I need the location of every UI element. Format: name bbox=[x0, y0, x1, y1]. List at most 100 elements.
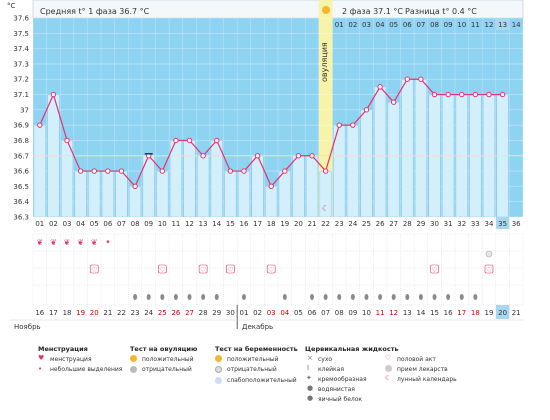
y-tick-label: 37.1 bbox=[13, 91, 29, 99]
temperature-point bbox=[459, 91, 465, 98]
intercourse-box bbox=[158, 264, 167, 274]
legend-ovulation-negative: отрицательный bbox=[142, 366, 192, 373]
cycle-day-label: 14 bbox=[212, 220, 221, 228]
date-label: 08 bbox=[335, 309, 344, 317]
intercourse-mark: ♡ bbox=[486, 266, 492, 274]
top-day-label: 07 bbox=[416, 21, 425, 29]
temperature-point bbox=[50, 91, 57, 98]
cycle-day-label: 16 bbox=[240, 220, 249, 228]
cervical-mark bbox=[432, 294, 437, 300]
ovulation-label: овуляция bbox=[320, 42, 329, 82]
temperature-point bbox=[322, 168, 329, 174]
temperature-point bbox=[445, 91, 451, 98]
cervical-mark bbox=[173, 294, 178, 300]
temperature-point bbox=[254, 153, 261, 159]
temperature-point bbox=[64, 137, 70, 144]
top-day-label: 13 bbox=[498, 21, 507, 29]
date-label: 20 bbox=[498, 309, 507, 317]
temperature-bar bbox=[197, 155, 210, 218]
date-label: 30 bbox=[226, 309, 235, 317]
cycle-day-label: 25 bbox=[362, 220, 371, 228]
legend-egg-white: яичный белок bbox=[318, 396, 363, 403]
temperature-bar bbox=[88, 170, 101, 218]
cervical-mark bbox=[337, 294, 342, 300]
pregnancy-positive-icon bbox=[215, 355, 222, 362]
cycle-day-label: 07 bbox=[117, 220, 126, 228]
date-label: 01 bbox=[240, 309, 249, 317]
temperature-bar bbox=[374, 86, 387, 218]
legend-ovulation-test-title: Тест на овуляцию bbox=[130, 345, 198, 353]
date-label: 25 bbox=[158, 309, 167, 317]
cycle-day-label: 23 bbox=[335, 220, 344, 228]
temperature-point bbox=[91, 168, 97, 174]
cervical-mark bbox=[214, 294, 219, 300]
cervical-mark bbox=[310, 294, 315, 300]
menstruation-mark: ❦ bbox=[77, 238, 84, 247]
legend-pregnancy-weak: слабоположительный bbox=[227, 377, 297, 384]
legend-ovulation-positive: положительный bbox=[142, 356, 194, 363]
date-label: 18 bbox=[63, 309, 72, 317]
y-tick-label: 36.5 bbox=[13, 183, 29, 191]
temperature-bar bbox=[292, 155, 305, 218]
temperature-bar bbox=[401, 78, 414, 218]
cervical-mark bbox=[146, 294, 151, 300]
intercourse-box bbox=[226, 264, 235, 274]
cycle-day-label: 02 bbox=[49, 220, 58, 228]
moon-icon: ☾ bbox=[385, 374, 392, 382]
y-tick-label: 36.6 bbox=[13, 168, 29, 176]
legend-menstruation-title: Менструация bbox=[38, 345, 88, 353]
temperature-bar bbox=[387, 101, 400, 218]
temperature-difference: Разница t° 0.4 °C bbox=[405, 7, 477, 16]
date-label: 05 bbox=[294, 309, 303, 317]
legend-cervical-title: Цервикальная жидкость bbox=[305, 345, 399, 353]
intercourse-box bbox=[198, 264, 208, 274]
date-label: 10 bbox=[362, 309, 371, 317]
cycle-day-label: 20 bbox=[294, 220, 303, 228]
phase2-average: 2 фаза 37.1 °C bbox=[342, 7, 404, 16]
ovulation-negative-icon bbox=[130, 366, 137, 373]
temperature-point bbox=[37, 122, 43, 128]
legend-pregnancy-test-title: Тест на беременность bbox=[215, 345, 298, 353]
cycle-day-label: 34 bbox=[485, 220, 494, 228]
temperature-point bbox=[431, 91, 438, 98]
date-label: 16 bbox=[35, 309, 44, 317]
temperature-bar bbox=[414, 78, 427, 218]
cervical-mark bbox=[418, 294, 423, 300]
temperature-point bbox=[118, 168, 125, 174]
temperature-bar bbox=[360, 109, 373, 218]
temperature-point bbox=[132, 183, 138, 190]
cervical-mark bbox=[459, 294, 464, 300]
temperature-bar bbox=[33, 124, 46, 218]
temperature-bar bbox=[183, 140, 196, 218]
menstruation-mark: ❦ bbox=[36, 238, 43, 247]
menstruation-icon: ♥ bbox=[38, 354, 45, 362]
date-label: 06 bbox=[308, 309, 317, 317]
date-label: 24 bbox=[144, 309, 153, 317]
top-day-label: 10 bbox=[457, 21, 466, 29]
cycle-day-label: 33 bbox=[471, 220, 480, 228]
date-label: 21 bbox=[103, 309, 112, 317]
sticky-icon: I bbox=[307, 364, 310, 372]
spotting-icon: • bbox=[38, 365, 43, 373]
intercourse-box bbox=[266, 264, 276, 274]
sun-icon bbox=[322, 6, 330, 14]
top-day-label: 04 bbox=[376, 21, 385, 29]
top-day-label: 05 bbox=[389, 21, 398, 29]
temperature-point bbox=[336, 122, 342, 128]
temperature-point bbox=[390, 99, 397, 105]
cycle-day-label: 18 bbox=[267, 220, 276, 228]
intercourse-mark: ♡ bbox=[268, 266, 274, 274]
y-tick-label: 37.3 bbox=[13, 60, 29, 68]
temperature-point bbox=[472, 91, 479, 98]
spotting-mark: • bbox=[105, 238, 110, 248]
temperature-point bbox=[173, 137, 179, 144]
temperature-bar bbox=[265, 186, 278, 218]
legend-spotting: небольшие выделения bbox=[50, 366, 123, 373]
date-label: 12 bbox=[389, 309, 398, 317]
temperature-point bbox=[268, 183, 274, 190]
ovulation-column bbox=[318, 0, 333, 217]
temperature-bar bbox=[129, 186, 142, 218]
legend-watery: водянистая bbox=[318, 386, 355, 393]
date-label: 20 bbox=[90, 309, 99, 317]
bbt-chart-svg: 37.6 37.5 37.4 37.3 37.2 37.1 37 36.9 36.8 36.7 36… bbox=[10, 0, 524, 329]
